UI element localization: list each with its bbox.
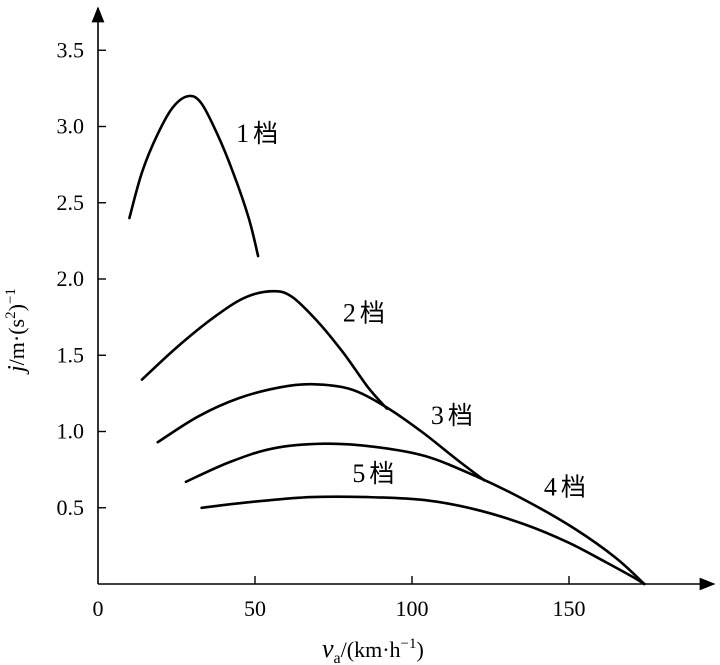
series-labels: 1 档2 档3 档4 档5 档: [236, 119, 586, 502]
y-axis-label: j/m·(s2)−1: [3, 288, 30, 375]
y-tick-label: 3.5: [57, 37, 85, 62]
series-label-unit: 档: [360, 299, 385, 328]
axes: [91, 6, 716, 591]
series-label-unit: 档: [253, 119, 278, 148]
series-label-number: 1: [236, 119, 249, 148]
curves: [128, 94, 646, 586]
series-label-number: 2: [343, 299, 356, 328]
series-curve-gear-3: [156, 382, 486, 482]
x-tick-label: 100: [396, 596, 429, 621]
series-curve-gear-2: [140, 289, 389, 410]
series-curve-gear-1: [128, 94, 260, 258]
series-label-unit: 档: [561, 473, 586, 502]
series-curve-gear-5: [200, 495, 646, 586]
y-tick-label: 3.0: [57, 114, 85, 139]
y-tick-label: 2.5: [57, 190, 85, 215]
series-label-unit: 档: [448, 401, 473, 430]
series-label-number: 3: [431, 401, 444, 430]
x-tick-label: 150: [553, 596, 586, 621]
series-label-number: 5: [352, 459, 365, 488]
series-curve-gear-4: [184, 442, 646, 586]
x-axis-label: va/(km·h−1): [322, 634, 424, 665]
y-ticks: 0.5 1.0 1.5 2.0 2.5 3.0 3.5: [57, 37, 106, 520]
x-tick-label: 0: [93, 596, 104, 621]
y-tick-label: 2.0: [57, 266, 85, 291]
x-tick-label: 50: [244, 596, 266, 621]
series-label-number: 4: [544, 473, 557, 502]
y-tick-label: 1.0: [57, 419, 85, 444]
x-ticks: 0 50 100 150: [93, 576, 586, 621]
y-tick-label: 1.5: [57, 342, 85, 367]
series-label-unit: 档: [369, 459, 394, 488]
y-tick-label: 0.5: [57, 495, 85, 520]
